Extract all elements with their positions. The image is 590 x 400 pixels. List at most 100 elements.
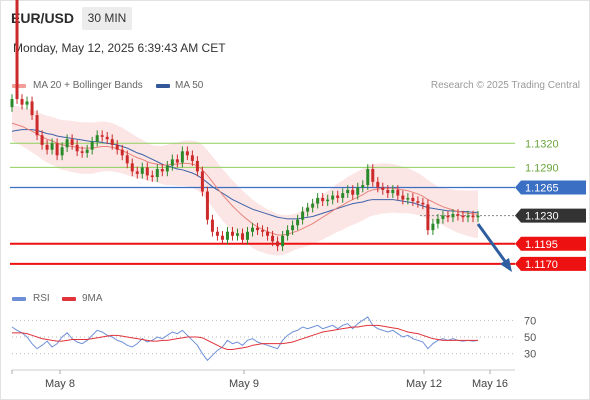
- candle-body: [205, 191, 209, 220]
- rsi-tick-50: 50: [524, 332, 536, 344]
- candle-body: [256, 227, 260, 231]
- candle-body: [195, 160, 199, 172]
- candle-body: [70, 139, 74, 145]
- candle-body: [276, 241, 280, 247]
- candle-body: [240, 233, 244, 240]
- candle-body: [366, 169, 370, 186]
- candle-body: [436, 218, 440, 224]
- rsi-ma9-line: [12, 324, 478, 350]
- candle-body: [140, 167, 144, 174]
- candle-body: [100, 135, 104, 137]
- candle-body: [170, 159, 174, 166]
- candle-body: [15, 0, 19, 100]
- candle-body: [95, 135, 99, 142]
- level-tag-1.1265: [515, 180, 586, 195]
- level-label-1.1265: 1.1265: [525, 183, 559, 195]
- ma20-line: [11, 122, 478, 236]
- candle-body: [351, 189, 355, 195]
- legend-rsi: RSI: [33, 293, 50, 304]
- level-tag-1.1195: [515, 236, 586, 251]
- ma50-swatch: [156, 84, 170, 88]
- candle-body: [376, 181, 380, 188]
- candle-body: [65, 139, 69, 148]
- rsi-tick-70: 70: [524, 315, 536, 327]
- candle-body: [471, 215, 475, 218]
- level-tag-1.1230: [515, 208, 586, 223]
- candle-body: [165, 165, 169, 172]
- candle-body: [105, 136, 109, 140]
- ma9-swatch: [62, 297, 76, 301]
- candle-body: [230, 231, 234, 236]
- candle-body: [316, 197, 320, 204]
- candle-body: [371, 169, 375, 182]
- candle-body: [286, 230, 290, 236]
- candle-body: [401, 195, 405, 200]
- candle-body: [421, 202, 425, 205]
- candle-body: [411, 197, 415, 202]
- candle-body: [90, 141, 94, 150]
- rsi-tick-30: 30: [524, 349, 536, 361]
- candle-body: [361, 185, 365, 188]
- rsi-swatch: [12, 297, 26, 301]
- pair-title: EUR/USD: [11, 10, 75, 26]
- rsi-line: [11, 316, 479, 362]
- candle-body: [235, 233, 239, 236]
- candle-body: [306, 207, 310, 212]
- candle-body: [155, 169, 159, 178]
- candle-body: [446, 215, 450, 218]
- level-label-1.1290: 1.1290: [525, 162, 559, 174]
- candle-body: [381, 187, 385, 190]
- candle-body: [311, 203, 315, 208]
- projection-arrow: [476, 223, 509, 265]
- candle-body: [60, 147, 64, 156]
- x-tick-may-16: May 16: [472, 378, 508, 390]
- candle-body: [266, 231, 270, 236]
- candle-body: [416, 201, 420, 203]
- candle-body: [215, 231, 219, 236]
- ma50-line: [11, 129, 478, 220]
- candle-body: [431, 223, 435, 231]
- candle-body: [20, 99, 24, 105]
- candle-body: [55, 143, 59, 156]
- candle-body: [271, 235, 275, 242]
- candle-body: [135, 171, 139, 174]
- level-tag-1.1170: [515, 256, 586, 271]
- candle-body: [85, 149, 89, 153]
- legend-ma9: 9MA: [82, 293, 103, 304]
- candle-body: [326, 199, 330, 202]
- candle-body: [185, 151, 189, 156]
- candle-body: [321, 197, 325, 202]
- candle-body: [426, 204, 430, 231]
- candle-body: [180, 151, 184, 163]
- candle-body: [145, 167, 149, 176]
- candle-body: [391, 189, 395, 194]
- candle-body: [386, 189, 390, 194]
- candle-body: [25, 101, 29, 105]
- candle-body: [220, 235, 224, 240]
- x-tick-may-12: May 12: [406, 378, 442, 390]
- candle-body: [175, 159, 179, 163]
- candle-body: [451, 214, 455, 218]
- candle-body: [291, 225, 295, 231]
- level-label-1.1320: 1.1320: [525, 138, 559, 150]
- candle-body: [80, 151, 84, 153]
- candle-body: [200, 171, 204, 192]
- legend-ma20: MA 20 + Bollinger Bands: [33, 80, 143, 91]
- candle-body: [251, 227, 255, 232]
- candle-body: [210, 219, 214, 232]
- header: EUR/USD 30 MIN: [0, 0, 590, 38]
- candle-body: [115, 144, 119, 150]
- candle-body: [346, 189, 350, 194]
- x-tick-may-9: May 9: [229, 378, 259, 390]
- candle-body: [225, 231, 229, 240]
- candle-body: [50, 143, 54, 150]
- timeframe-button[interactable]: 30 MIN: [82, 7, 132, 30]
- candle-body: [45, 144, 49, 150]
- candle-body: [466, 215, 470, 218]
- candle-body: [336, 195, 340, 198]
- credit: Research © 2025 Trading Central: [430, 80, 580, 91]
- legend-ma50: MA 50: [175, 80, 204, 91]
- candle-body: [40, 135, 44, 145]
- candle-body: [130, 163, 134, 172]
